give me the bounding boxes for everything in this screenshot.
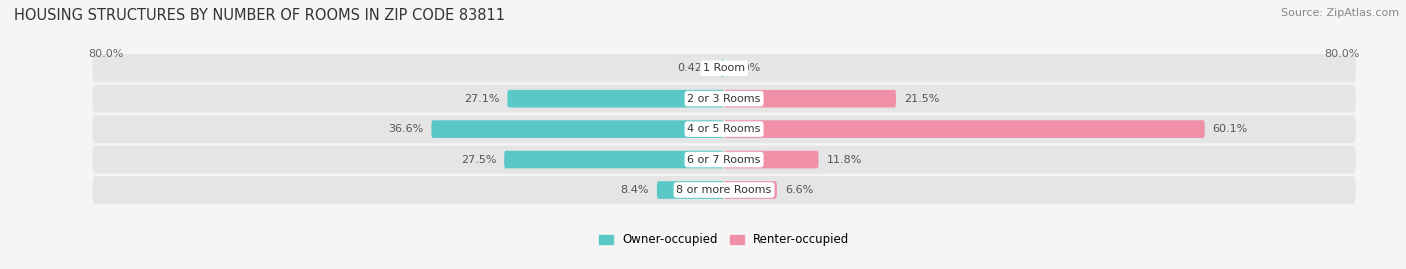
FancyBboxPatch shape bbox=[724, 120, 1205, 138]
FancyBboxPatch shape bbox=[721, 59, 724, 77]
FancyBboxPatch shape bbox=[93, 146, 1355, 174]
FancyBboxPatch shape bbox=[724, 181, 778, 199]
Text: 80.0%: 80.0% bbox=[1324, 49, 1360, 59]
FancyBboxPatch shape bbox=[657, 181, 724, 199]
FancyBboxPatch shape bbox=[432, 120, 724, 138]
Text: 0.42%: 0.42% bbox=[678, 63, 713, 73]
Text: 8.4%: 8.4% bbox=[620, 185, 650, 195]
Legend: Owner-occupied, Renter-occupied: Owner-occupied, Renter-occupied bbox=[593, 229, 855, 251]
Text: 6 or 7 Rooms: 6 or 7 Rooms bbox=[688, 155, 761, 165]
Text: 0.0%: 0.0% bbox=[733, 63, 761, 73]
Text: Source: ZipAtlas.com: Source: ZipAtlas.com bbox=[1281, 8, 1399, 18]
FancyBboxPatch shape bbox=[93, 176, 1355, 204]
Text: 27.5%: 27.5% bbox=[461, 155, 496, 165]
Text: 36.6%: 36.6% bbox=[388, 124, 423, 134]
Text: 1 Room: 1 Room bbox=[703, 63, 745, 73]
Text: 6.6%: 6.6% bbox=[785, 185, 813, 195]
FancyBboxPatch shape bbox=[93, 85, 1355, 113]
Text: HOUSING STRUCTURES BY NUMBER OF ROOMS IN ZIP CODE 83811: HOUSING STRUCTURES BY NUMBER OF ROOMS IN… bbox=[14, 8, 505, 23]
Text: 11.8%: 11.8% bbox=[827, 155, 862, 165]
Text: 4 or 5 Rooms: 4 or 5 Rooms bbox=[688, 124, 761, 134]
FancyBboxPatch shape bbox=[508, 90, 724, 108]
Text: 21.5%: 21.5% bbox=[904, 94, 939, 104]
FancyBboxPatch shape bbox=[505, 151, 724, 168]
Text: 27.1%: 27.1% bbox=[464, 94, 499, 104]
Text: 2 or 3 Rooms: 2 or 3 Rooms bbox=[688, 94, 761, 104]
Text: 80.0%: 80.0% bbox=[89, 49, 124, 59]
FancyBboxPatch shape bbox=[93, 54, 1355, 82]
Text: 8 or more Rooms: 8 or more Rooms bbox=[676, 185, 772, 195]
FancyBboxPatch shape bbox=[724, 151, 818, 168]
FancyBboxPatch shape bbox=[724, 90, 896, 108]
Text: 60.1%: 60.1% bbox=[1213, 124, 1249, 134]
FancyBboxPatch shape bbox=[93, 115, 1355, 143]
